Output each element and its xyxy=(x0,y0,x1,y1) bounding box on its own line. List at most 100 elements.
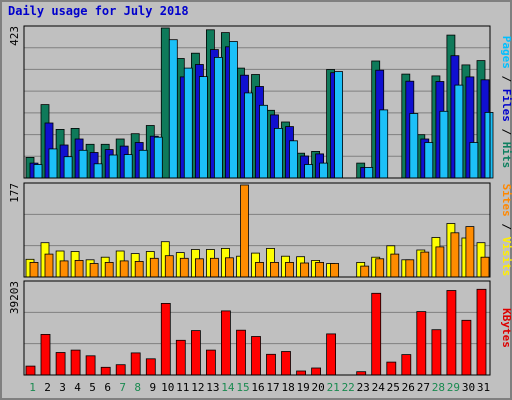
legend-part: Pages xyxy=(500,36,512,69)
bar-pages-day-9 xyxy=(153,136,163,179)
x-tick-label-day-17: 17 xyxy=(266,381,279,394)
bar-pages-day-11 xyxy=(183,67,193,179)
bar-pages-day-3 xyxy=(63,156,73,179)
bar-sites-day-23 xyxy=(360,265,370,278)
bar-kbytes-day-21 xyxy=(326,333,337,376)
x-tick-label-day-2: 2 xyxy=(44,381,51,394)
x-tick-label-day-23: 23 xyxy=(357,381,370,394)
x-tick-label-day-22: 22 xyxy=(342,381,355,394)
x-tick-label-day-6: 6 xyxy=(104,381,111,394)
x-tick-label-day-12: 12 xyxy=(191,381,204,394)
x-tick-label-day-5: 5 xyxy=(89,381,96,394)
legend-part: / xyxy=(500,217,512,237)
x-tick-label-day-24: 24 xyxy=(372,381,386,394)
bar-pages-day-24 xyxy=(379,109,389,179)
x-tick-label-day-3: 3 xyxy=(59,381,66,394)
bar-pages-day-31 xyxy=(484,112,494,179)
bar-kbytes-day-1 xyxy=(25,365,36,376)
panel-3-max-label: 39203 xyxy=(8,281,21,314)
bar-sites-day-10 xyxy=(164,255,174,278)
bar-sites-day-29 xyxy=(450,232,460,278)
x-tick-label-day-27: 27 xyxy=(417,381,430,394)
panel-2-max-label: 177 xyxy=(8,183,21,203)
bar-sites-day-9 xyxy=(149,257,159,278)
bar-kbytes-day-7 xyxy=(115,364,126,376)
bar-sites-day-17 xyxy=(270,261,279,278)
bar-pages-day-10 xyxy=(168,39,178,179)
bar-sites-day-26 xyxy=(405,259,415,278)
x-tick-label-day-16: 16 xyxy=(251,381,264,394)
x-tick-label-day-31: 31 xyxy=(477,381,490,394)
bar-sites-day-18 xyxy=(285,261,294,278)
bar-sites-day-30 xyxy=(465,226,475,278)
x-tick-label-day-11: 11 xyxy=(176,381,189,394)
bar-pages-day-4 xyxy=(78,149,88,179)
bar-sites-day-6 xyxy=(104,261,114,278)
x-tick-label-day-18: 18 xyxy=(281,381,294,394)
bar-sites-day-13 xyxy=(209,257,219,278)
bar-pages-day-20 xyxy=(319,162,329,179)
panel-1-border xyxy=(23,25,491,179)
bar-kbytes-day-16 xyxy=(251,336,261,376)
panel-2-border xyxy=(23,182,491,278)
x-tick-label-day-21: 21 xyxy=(327,381,340,394)
bar-sites-day-31 xyxy=(480,256,490,278)
bar-sites-day-5 xyxy=(89,263,99,278)
legend-part: Hits xyxy=(500,142,512,169)
bar-kbytes-day-3 xyxy=(55,352,66,376)
panel-1-max-label: 423 xyxy=(8,26,21,46)
bar-sites-day-21 xyxy=(330,263,340,278)
bar-sites-day-12 xyxy=(194,258,204,278)
bar-kbytes-day-19 xyxy=(296,370,307,376)
x-tick-label-day-25: 25 xyxy=(387,381,400,394)
panel-1-legend-label: Pages / Files / Hits xyxy=(500,36,512,169)
bar-pages-day-18 xyxy=(289,140,298,179)
bar-sites-day-11 xyxy=(179,257,189,278)
bar-pages-day-13 xyxy=(213,57,223,179)
bar-pages-day-7 xyxy=(123,154,133,179)
panel-3-legend-label: KBytes xyxy=(500,308,512,348)
bar-kbytes-day-27 xyxy=(416,311,427,376)
bar-kbytes-day-14 xyxy=(220,310,231,376)
legend-part: Visits xyxy=(500,237,512,277)
bar-sites-day-1 xyxy=(29,261,39,278)
bar-sites-day-4 xyxy=(74,259,84,278)
bar-sites-day-24 xyxy=(375,258,385,278)
x-tick-label-day-30: 30 xyxy=(462,381,475,394)
bar-sites-day-8 xyxy=(134,260,144,278)
bar-kbytes-day-9 xyxy=(145,358,156,376)
bar-pages-day-28 xyxy=(439,110,449,179)
legend-part: / xyxy=(500,122,512,142)
bar-pages-day-5 xyxy=(93,163,103,179)
bar-pages-day-21 xyxy=(334,71,344,179)
bar-pages-day-14 xyxy=(228,41,238,179)
bar-sites-day-20 xyxy=(315,261,325,278)
bar-kbytes-day-15 xyxy=(236,329,246,376)
bar-kbytes-day-2 xyxy=(40,333,51,376)
bar-kbytes-day-4 xyxy=(70,349,81,376)
bar-kbytes-day-17 xyxy=(266,353,276,376)
bar-pages-day-27 xyxy=(424,142,434,179)
panel-2-legend-label: Sites / Visits xyxy=(500,184,512,277)
legend-part: Files xyxy=(500,89,512,122)
x-tick-label-day-29: 29 xyxy=(447,381,460,394)
x-tick-label-day-19: 19 xyxy=(296,381,309,394)
legend-part: Sites xyxy=(500,184,512,217)
x-tick-label-day-20: 20 xyxy=(311,381,324,394)
x-tick-label-day-1: 1 xyxy=(29,381,36,394)
bar-sites-day-25 xyxy=(390,253,400,278)
bar-pages-day-17 xyxy=(274,127,283,179)
bar-kbytes-day-30 xyxy=(461,319,472,376)
bar-kbytes-day-11 xyxy=(175,339,186,376)
bar-pages-day-8 xyxy=(138,149,148,179)
x-tick-label-day-13: 13 xyxy=(206,381,219,394)
bar-kbytes-day-25 xyxy=(386,361,397,376)
x-tick-label-day-26: 26 xyxy=(402,381,415,394)
legend-part: / xyxy=(500,69,512,89)
bar-kbytes-day-8 xyxy=(130,352,141,376)
x-tick-label-day-8: 8 xyxy=(134,381,141,394)
bar-kbytes-day-10 xyxy=(160,302,171,376)
bar-pages-day-2 xyxy=(48,148,58,179)
bar-pages-day-6 xyxy=(108,154,118,179)
bar-sites-day-15 xyxy=(240,184,249,278)
